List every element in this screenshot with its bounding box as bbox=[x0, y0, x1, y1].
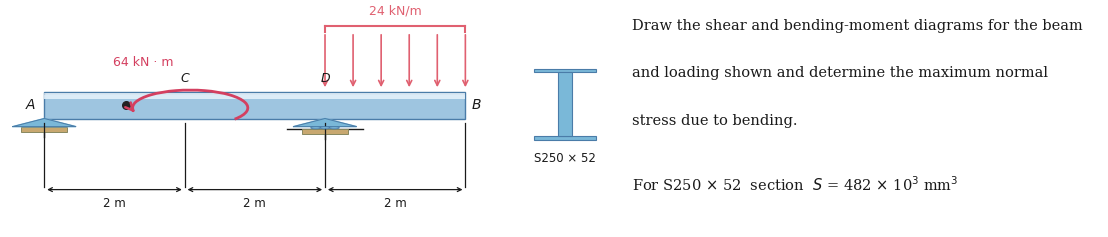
Text: S250 × 52: S250 × 52 bbox=[534, 152, 596, 165]
Polygon shape bbox=[13, 118, 75, 127]
Text: For S250 $\times$ 52  section  $\mathit{S}$ = 482 $\times$ 10$^3$ mm$^3$: For S250 $\times$ 52 section $\mathit{S}… bbox=[632, 175, 958, 194]
Bar bbox=[44, 93, 465, 95]
Text: and loading shown and determine the maximum normal: and loading shown and determine the maxi… bbox=[632, 66, 1047, 80]
Text: 2 m: 2 m bbox=[103, 197, 126, 210]
Text: stress due to bending.: stress due to bending. bbox=[632, 114, 797, 128]
Text: C: C bbox=[181, 72, 189, 85]
Text: 64 kN · m: 64 kN · m bbox=[113, 56, 173, 69]
Circle shape bbox=[320, 127, 330, 129]
Bar bbox=[21, 127, 68, 132]
Polygon shape bbox=[294, 118, 357, 127]
Text: A: A bbox=[25, 98, 35, 113]
Bar bbox=[558, 72, 572, 136]
Circle shape bbox=[329, 127, 339, 129]
Circle shape bbox=[310, 127, 321, 129]
Bar bbox=[44, 95, 465, 100]
Bar bbox=[534, 69, 596, 72]
Bar bbox=[534, 136, 596, 140]
Text: 2 m: 2 m bbox=[244, 197, 266, 210]
Text: 24 kN/m: 24 kN/m bbox=[369, 5, 421, 18]
Text: Draw the shear and bending-moment diagrams for the beam: Draw the shear and bending-moment diagra… bbox=[632, 19, 1083, 33]
Text: 2 m: 2 m bbox=[383, 197, 407, 210]
Bar bbox=[301, 129, 348, 134]
Text: B: B bbox=[472, 98, 482, 113]
Bar bbox=[44, 92, 465, 118]
Text: D: D bbox=[320, 72, 330, 85]
